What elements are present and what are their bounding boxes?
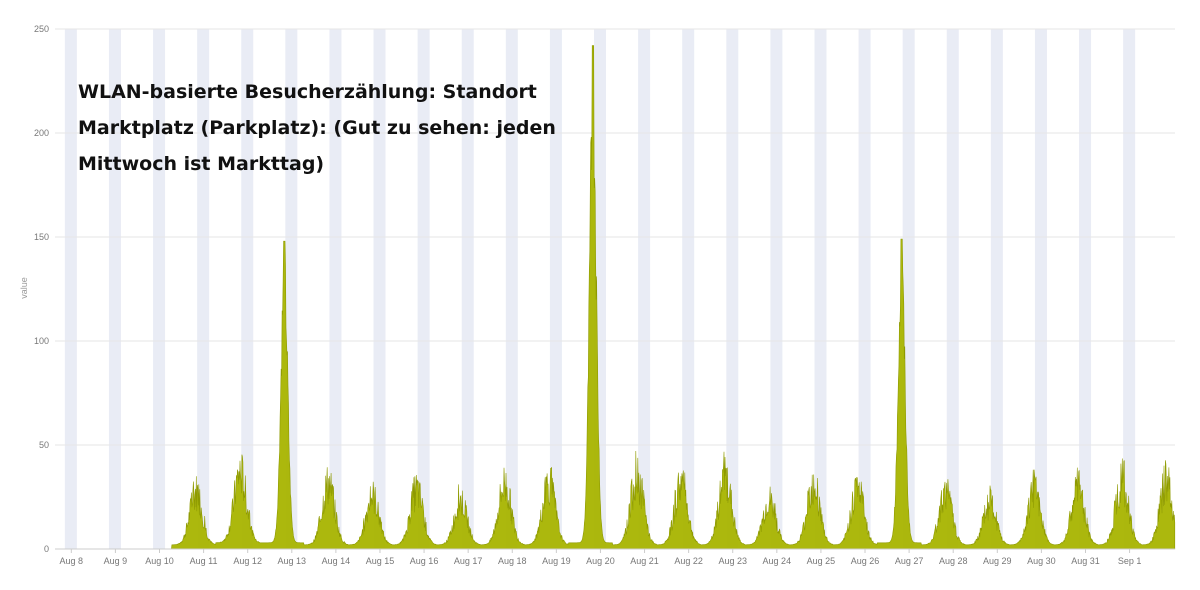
- y-tick-label: 100: [34, 336, 49, 346]
- night-band: [417, 29, 430, 549]
- x-tick-label: Aug 15: [366, 556, 395, 566]
- x-tick-label: Sep 1: [1118, 556, 1142, 566]
- night-band: [549, 29, 562, 549]
- series-area: [55, 45, 1176, 550]
- night-band: [726, 29, 739, 549]
- night-band: [505, 29, 518, 549]
- night-band: [108, 29, 121, 549]
- y-tick-label: 150: [34, 232, 49, 242]
- night-band: [197, 29, 210, 549]
- night-band: [1079, 29, 1092, 549]
- y-tick-label: 0: [44, 544, 49, 554]
- x-tick-label: Aug 23: [718, 556, 747, 566]
- night-band: [858, 29, 871, 549]
- y-tick-label: 200: [34, 128, 49, 138]
- x-tick-label: Aug 18: [498, 556, 527, 566]
- y-axis-label: value: [19, 277, 29, 299]
- x-tick-label: Aug 16: [410, 556, 439, 566]
- y-tick-label: 50: [39, 440, 49, 450]
- chart-title-line-3: Mittwoch ist Markttag): [78, 153, 325, 175]
- x-tick-label: Aug 19: [542, 556, 571, 566]
- x-axis: Aug 8 Aug 9 Aug 10 Aug 11 Aug 12 Aug 13 Aug 14…: [55, 548, 1175, 566]
- x-tick-label: Aug 21: [630, 556, 659, 566]
- chart-title-line-2: Marktplatz (Parkplatz): (Gut zu sehen: j…: [78, 117, 556, 139]
- y-axis: 0 50 100 150 200 250: [34, 24, 49, 554]
- x-tick-label: Aug 13: [278, 556, 307, 566]
- weekend-bands: [64, 29, 1136, 549]
- night-band: [814, 29, 827, 549]
- night-band: [770, 29, 783, 549]
- x-tick-label: Aug 27: [895, 556, 924, 566]
- night-band: [946, 29, 959, 549]
- night-band: [64, 29, 77, 549]
- night-band: [638, 29, 651, 549]
- x-tick-label: Aug 20: [586, 556, 615, 566]
- night-band: [1123, 29, 1136, 549]
- night-band: [1034, 29, 1047, 549]
- x-tick-label: Aug 30: [1027, 556, 1056, 566]
- x-tick-label: Aug 17: [454, 556, 483, 566]
- x-tick-label: Aug 25: [807, 556, 836, 566]
- night-band: [461, 29, 474, 549]
- x-tick-label: Aug 8: [60, 556, 84, 566]
- y-tick-label: 250: [34, 24, 49, 34]
- chart-title: WLAN-basierte Besucherzählung: Standort …: [78, 74, 578, 182]
- night-band: [241, 29, 254, 549]
- x-tick-label: Aug 10: [145, 556, 174, 566]
- night-band: [329, 29, 342, 549]
- series-line: [55, 45, 1176, 550]
- night-band: [373, 29, 386, 549]
- night-band: [682, 29, 695, 549]
- night-band: [153, 29, 166, 549]
- x-tick-label: Aug 31: [1071, 556, 1100, 566]
- x-tick-label: Aug 26: [851, 556, 880, 566]
- x-tick-label: Aug 12: [233, 556, 262, 566]
- x-tick-label: Aug 11: [190, 556, 218, 566]
- x-tick-label: Aug 22: [674, 556, 703, 566]
- x-tick-label: Aug 24: [763, 556, 792, 566]
- x-tick-label: Aug 29: [983, 556, 1012, 566]
- night-band: [990, 29, 1003, 549]
- x-tick-label: Aug 28: [939, 556, 968, 566]
- x-tick-label: Aug 9: [104, 556, 128, 566]
- x-tick-label: Aug 14: [322, 556, 351, 566]
- chart-title-line-1: WLAN-basierte Besucherzählung: Standort: [78, 81, 537, 103]
